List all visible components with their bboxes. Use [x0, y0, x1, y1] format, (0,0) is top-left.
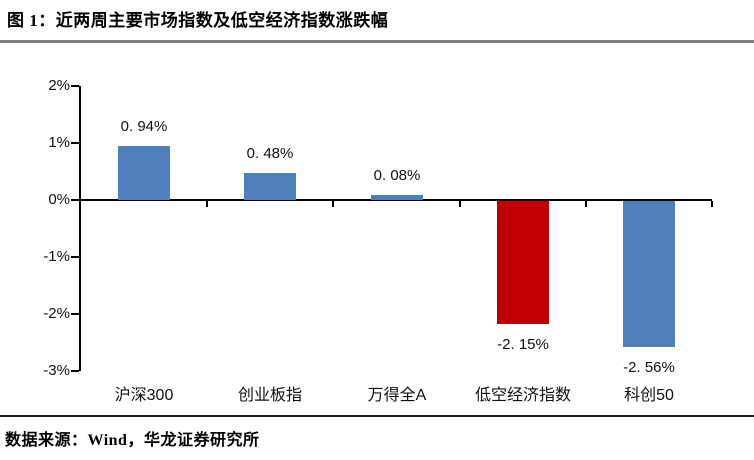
y-tick-label: -1%: [43, 248, 70, 265]
y-tick-mark: [71, 313, 79, 315]
y-tick-mark: [71, 199, 79, 201]
data-source: 数据来源：Wind，华龙证券研究所: [5, 432, 260, 449]
category-label: 沪深300: [114, 387, 174, 404]
y-tick-mark: [71, 370, 79, 372]
bar-value-label: 0. 94%: [120, 118, 168, 135]
y-tick-mark: [71, 142, 79, 144]
x-tick-mark: [332, 201, 335, 207]
bar: [497, 201, 549, 324]
y-tick-mark: [71, 256, 79, 258]
x-tick-mark: [206, 201, 209, 207]
x-tick-mark: [584, 201, 587, 207]
y-tick-label: 2%: [48, 77, 70, 94]
bar: [118, 146, 170, 200]
bar: [371, 195, 423, 200]
y-tick-label: 1%: [48, 134, 70, 151]
x-tick-mark: [711, 201, 713, 207]
category-label: 万得全A: [367, 387, 427, 404]
y-tick-label: 0%: [48, 191, 70, 208]
x-tick-mark: [458, 201, 461, 207]
y-tick-label: -3%: [43, 362, 70, 379]
footer-divider: [0, 415, 754, 417]
bar-value-label: -2. 15%: [497, 336, 549, 353]
category-label: 低空经济指数: [474, 387, 571, 404]
bar-value-label: 0. 48%: [246, 145, 294, 162]
y-tick-label: -2%: [43, 305, 70, 322]
y-axis-line: [79, 86, 81, 371]
bar: [244, 173, 296, 200]
category-label: 创业板指: [237, 387, 302, 404]
bar-value-label: 0. 08%: [373, 167, 421, 184]
category-label: 科创50: [624, 387, 674, 404]
title-divider: [0, 40, 754, 43]
x-axis-line: [79, 199, 712, 201]
figure-title: 图 1：近两周主要市场指数及低空经济指数涨跌幅: [7, 11, 389, 30]
y-tick-mark: [71, 85, 79, 87]
bar: [623, 201, 675, 347]
bar-value-label: -2. 56%: [623, 359, 675, 376]
